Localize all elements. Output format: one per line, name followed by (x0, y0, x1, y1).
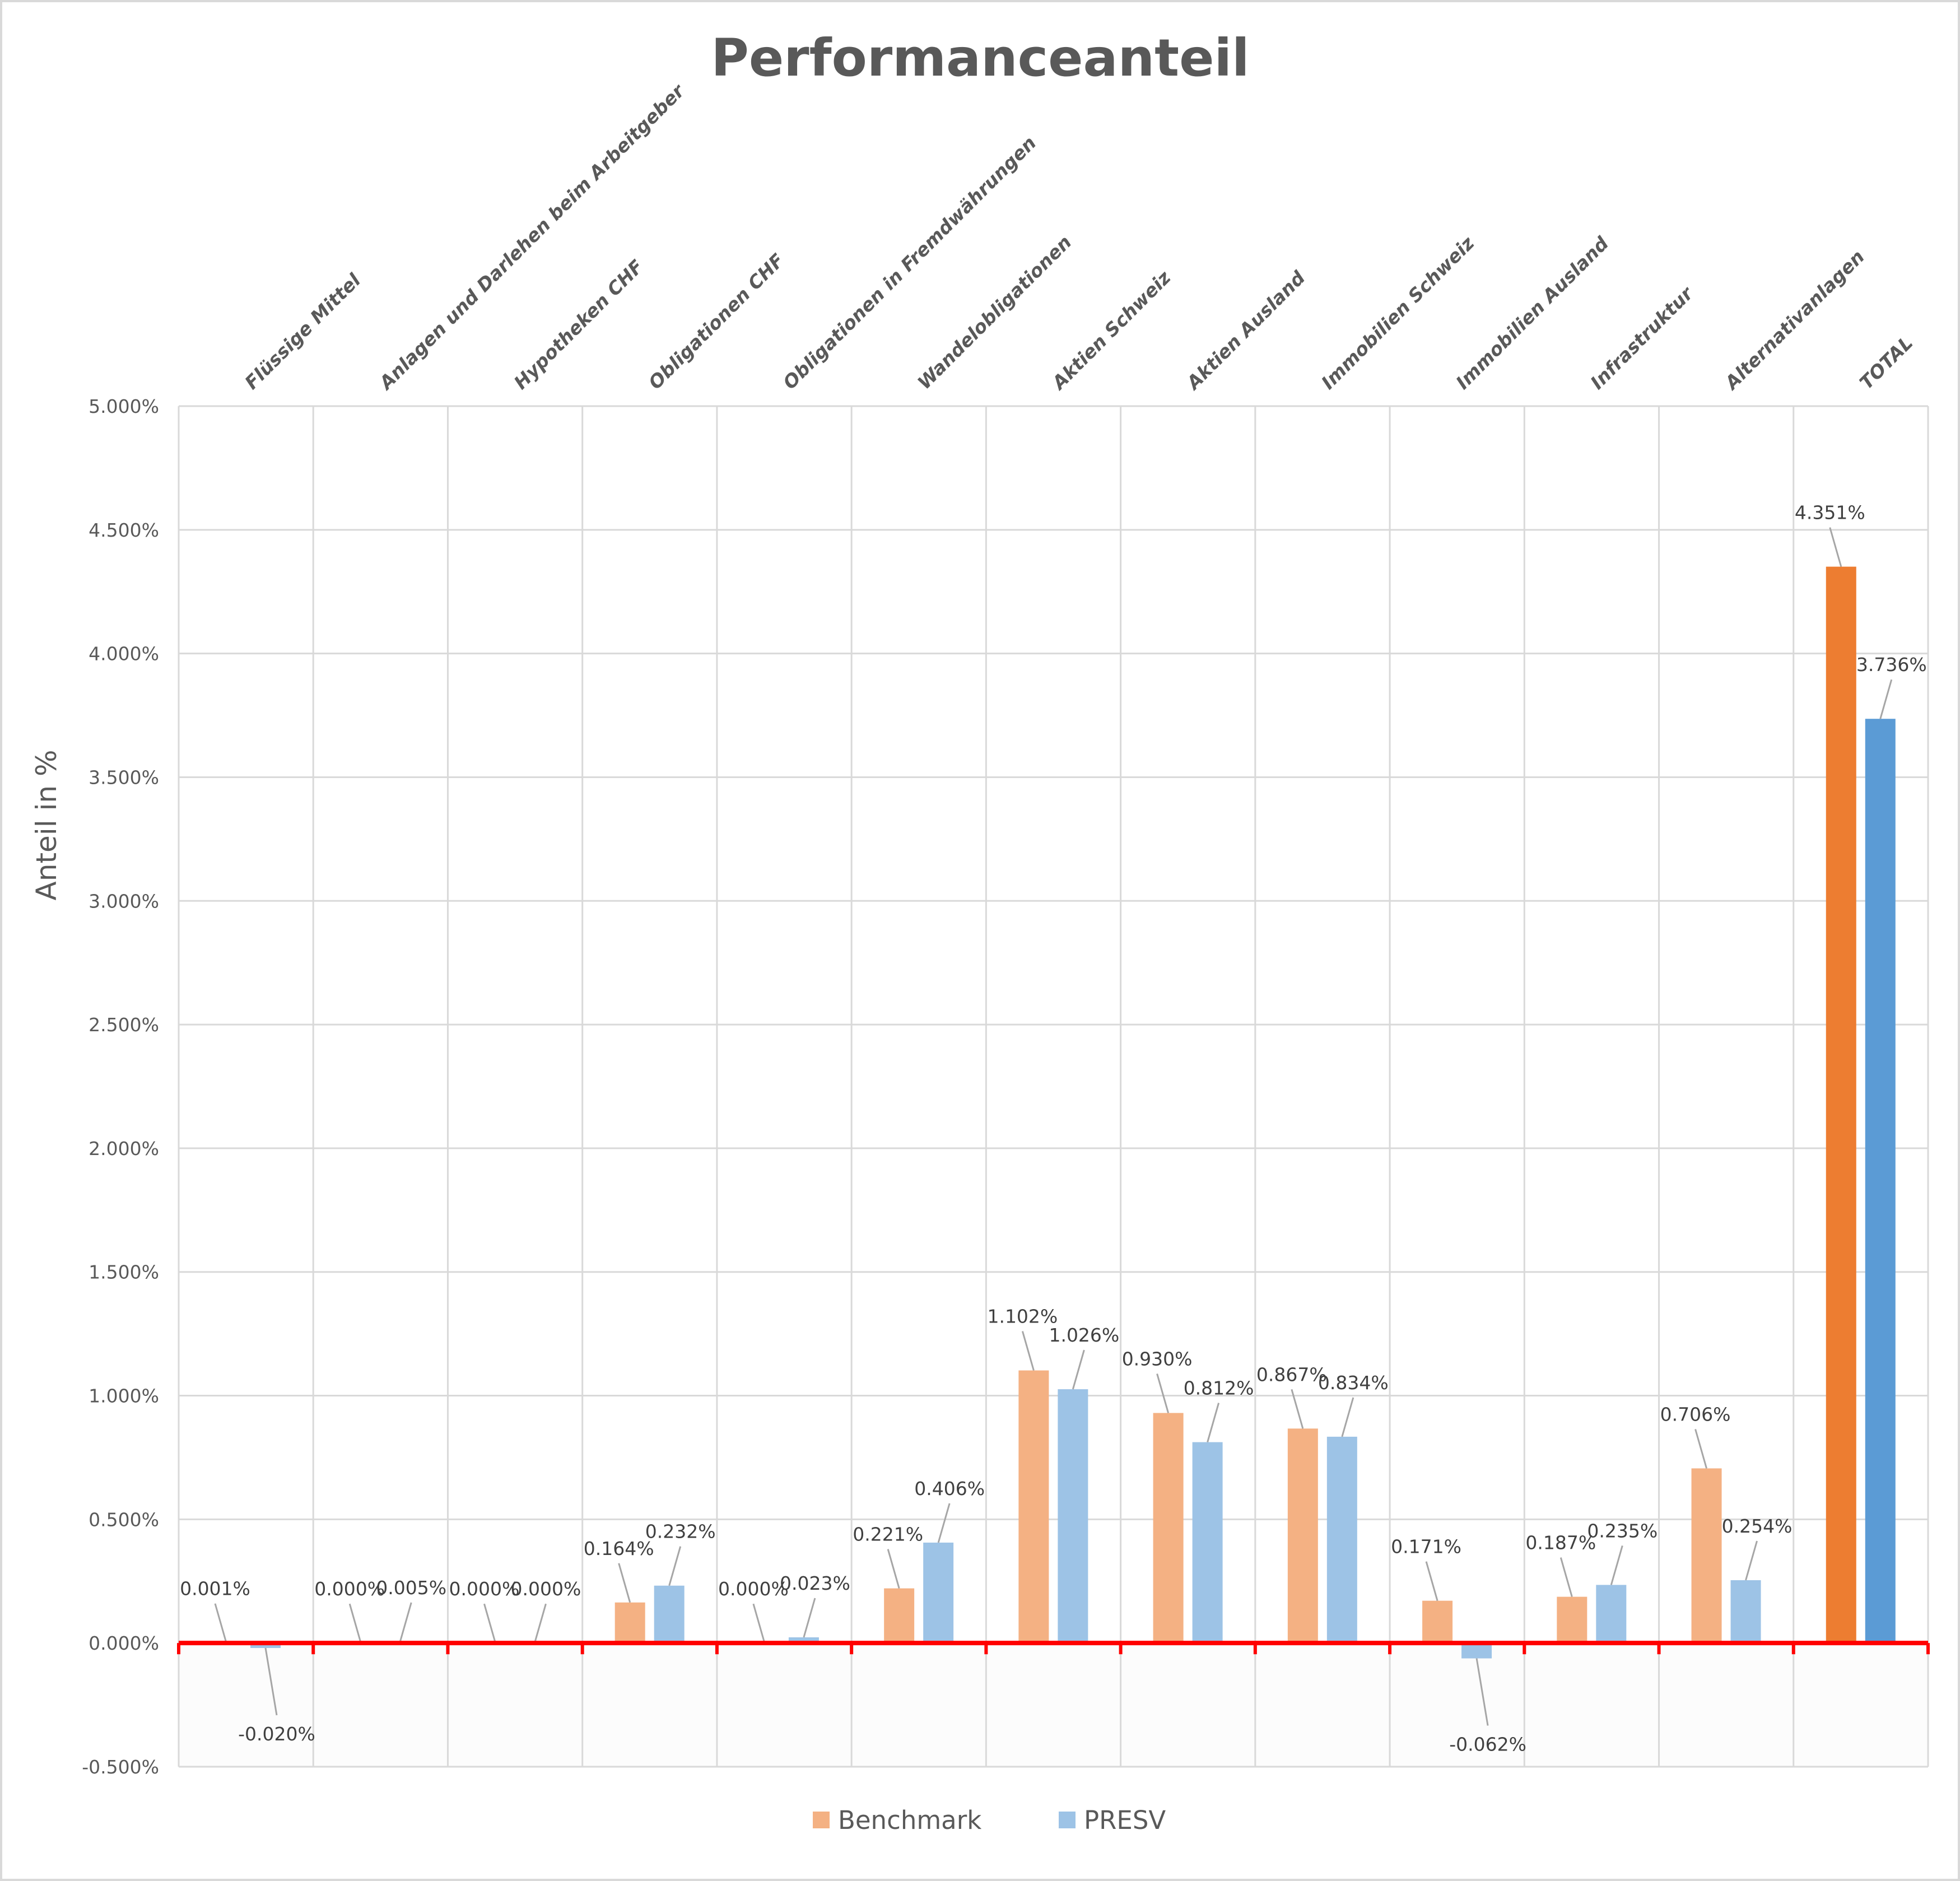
data-label: 0.232% (645, 1521, 716, 1543)
data-label: 0.221% (853, 1524, 923, 1545)
leader-line (399, 1602, 412, 1642)
bar-benchmark (1153, 1413, 1184, 1643)
bar-presv (1596, 1585, 1627, 1643)
bar-benchmark (884, 1588, 915, 1643)
data-label: 3.736% (1856, 654, 1927, 676)
leader-line (752, 1603, 766, 1643)
leader-line (1559, 1557, 1573, 1598)
data-label: 0.000% (449, 1578, 520, 1600)
legend-label-presv: PRESV (1084, 1805, 1166, 1835)
y-axis-label: Anteil in % (30, 750, 63, 901)
leader-line (1475, 1658, 1489, 1726)
bar-benchmark (1826, 566, 1856, 1643)
data-label: 0.000% (314, 1578, 385, 1600)
y-tick-label: 1.000% (89, 1385, 159, 1407)
bar-benchmark (1557, 1596, 1587, 1643)
data-label: 0.000% (511, 1578, 581, 1600)
leader-line (1291, 1389, 1304, 1429)
data-label: -0.062% (1449, 1734, 1526, 1756)
leader-line (1745, 1540, 1758, 1581)
bar-benchmark (1287, 1428, 1318, 1643)
legend-swatch-presv (1059, 1812, 1076, 1828)
y-tick-label: 0.500% (89, 1508, 159, 1530)
data-label: 0.406% (914, 1478, 985, 1500)
bar-presv (654, 1585, 685, 1643)
data-label: 0.812% (1184, 1377, 1254, 1399)
leader-line (618, 1563, 631, 1603)
bar-presv (1192, 1442, 1223, 1643)
leader-line (937, 1503, 951, 1543)
leader-line (1072, 1349, 1085, 1390)
data-label: 0.171% (1391, 1536, 1461, 1558)
leader-line (1829, 527, 1842, 567)
data-label: 0.164% (584, 1538, 654, 1559)
data-label: 0.706% (1660, 1403, 1731, 1425)
y-tick-label: 0.000% (89, 1632, 159, 1654)
bar-presv (923, 1542, 954, 1643)
bar-presv (1865, 719, 1896, 1643)
leader-line (1694, 1428, 1707, 1469)
leader-line (214, 1603, 227, 1643)
y-tick-label: 3.000% (89, 890, 159, 912)
data-label: 0.005% (376, 1577, 446, 1599)
negative-region (179, 1643, 1928, 1767)
bar-presv (1058, 1389, 1088, 1643)
data-label: 0.867% (1256, 1363, 1327, 1385)
bar-presv (788, 1637, 819, 1643)
leader-line (483, 1603, 496, 1643)
leader-line (1021, 1331, 1035, 1371)
y-tick-label: 4.000% (89, 643, 159, 665)
data-label: 0.254% (1722, 1515, 1793, 1537)
leader-line (1879, 679, 1893, 719)
leader-line (668, 1546, 682, 1586)
y-tick-label: 3.500% (89, 766, 159, 788)
bar-presv (250, 1643, 281, 1649)
leader-line (1341, 1397, 1354, 1437)
data-label: 1.026% (1049, 1324, 1119, 1346)
y-tick-label: 2.500% (89, 1014, 159, 1036)
y-tick-label: 4.500% (89, 519, 159, 541)
bar-benchmark (614, 1602, 645, 1643)
leader-line (887, 1549, 900, 1589)
leader-line (534, 1603, 547, 1643)
data-label: 0.000% (718, 1578, 789, 1600)
leader-line (1425, 1561, 1438, 1601)
data-label: 0.834% (1318, 1372, 1389, 1394)
data-label: 4.351% (1795, 502, 1865, 524)
data-label: 0.187% (1525, 1532, 1596, 1554)
bar-benchmark (1422, 1600, 1453, 1643)
legend-label-benchmark: Benchmark (838, 1805, 981, 1835)
y-tick-label: 1.500% (89, 1261, 159, 1283)
leader-line (1156, 1373, 1170, 1413)
y-tick-label: -0.500% (82, 1756, 159, 1778)
bar-benchmark (1018, 1370, 1049, 1643)
leader-line (348, 1603, 362, 1643)
bar-presv (1461, 1643, 1492, 1659)
bar-benchmark (1691, 1468, 1722, 1643)
bar-presv (1326, 1436, 1357, 1643)
leader-line (1207, 1403, 1220, 1442)
legend-swatch-benchmark (813, 1812, 830, 1828)
leader-line (264, 1647, 278, 1716)
legend: Benchmark PRESV (813, 1805, 1166, 1835)
y-tick-label: 5.000% (89, 395, 159, 417)
chart-title: Performanceanteil (711, 28, 1249, 88)
leader-line (1610, 1545, 1623, 1585)
data-label: 0.930% (1122, 1348, 1193, 1370)
data-label: 1.102% (987, 1305, 1058, 1327)
bar-presv (1730, 1580, 1761, 1643)
data-label: 0.001% (180, 1578, 250, 1600)
leader-line (803, 1598, 816, 1638)
data-label: 0.235% (1587, 1520, 1658, 1542)
data-label: -0.020% (238, 1723, 315, 1745)
y-tick-label: 2.000% (89, 1138, 159, 1160)
data-label: 0.023% (780, 1572, 850, 1594)
